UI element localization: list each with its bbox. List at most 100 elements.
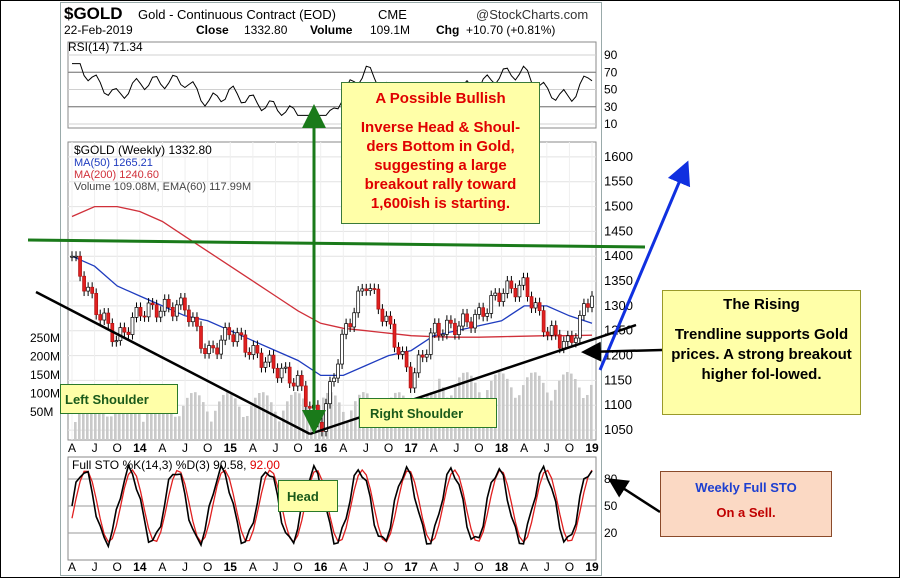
price-bar-body (428, 332, 433, 355)
price-bar-body (582, 303, 586, 316)
price-bar-body (102, 312, 107, 321)
price-bar-body (259, 352, 264, 368)
price-bar-body (561, 341, 566, 349)
volume-bar (514, 397, 517, 440)
volume-bar (414, 420, 417, 440)
x-tick-label: O (293, 441, 302, 455)
price-bar-body (404, 351, 409, 368)
price-bar-body (356, 290, 361, 314)
price-bar-body (162, 298, 167, 312)
price-bar-body (364, 288, 369, 292)
price-bar-body (392, 323, 397, 348)
volume-bar (294, 392, 297, 440)
close-label: Close (196, 23, 229, 37)
x-tick-label: J (92, 441, 98, 455)
volume-bar (346, 421, 349, 440)
volume-bar (98, 398, 101, 440)
x-tick-label: A (339, 441, 347, 455)
sto-note-body: On a Sell. (716, 505, 776, 520)
price-bar-body (231, 334, 236, 343)
price-bar-body (457, 325, 461, 335)
volume-bar (518, 395, 521, 440)
price-bar-body (251, 345, 256, 356)
volume-bar (86, 395, 89, 440)
contract-name: Gold - Continuous Contract (EOD) (138, 7, 336, 22)
volume-bar (498, 372, 501, 440)
volume-tick-label: 250M (30, 331, 60, 345)
price-bar-body (505, 280, 510, 294)
price-bar-body (235, 332, 240, 343)
price-bar-body (247, 351, 252, 356)
sto-label-red: 92.00 (249, 458, 280, 472)
sto-k-line (71, 463, 593, 549)
price-bar-body (174, 304, 179, 317)
price-bar-body (287, 366, 292, 384)
price-bar-body (565, 335, 570, 342)
price-tick-label: 1450 (604, 223, 633, 238)
volume-bar (190, 393, 193, 440)
price-bar-body (521, 277, 526, 286)
volume-bar (258, 392, 261, 440)
ma50-line (71, 255, 593, 377)
volume-bar (82, 401, 85, 440)
price-bar-body (477, 307, 481, 315)
sto-tick-label: 50 (604, 499, 618, 513)
volume-bar (94, 393, 97, 440)
x-tick-label: A (158, 441, 166, 455)
price-bar-body (134, 307, 139, 318)
volume-bar (110, 416, 113, 440)
volume-bar (310, 417, 313, 440)
x-tick-label: 19 (585, 441, 599, 455)
volume-bar (550, 400, 553, 440)
volume-label: Volume (310, 23, 353, 37)
price-bar-body (497, 292, 502, 302)
price-bar-body (307, 406, 312, 409)
volume-bar (542, 382, 545, 440)
volume-bar (242, 416, 245, 440)
volume-bar (262, 392, 265, 440)
volume-bar (546, 392, 549, 440)
x-tick-label: A (249, 441, 257, 455)
sto-x-tick-label: A (520, 560, 528, 574)
volume-bar (78, 411, 81, 440)
sto-x-tick-label: A (158, 560, 166, 574)
sto-x-tick-label: O (113, 560, 122, 574)
price-bar-body (332, 377, 336, 383)
rising-body: Trendline supports Gold prices. A strong… (671, 326, 852, 383)
volume-bar (146, 410, 149, 440)
price-bar-body (574, 337, 578, 343)
volume-bar (114, 406, 117, 440)
volume-tick-label: 150M (30, 368, 60, 382)
price-bar-body (239, 332, 244, 336)
volume-bar (562, 374, 565, 440)
trendline-pointer-arrow (581, 341, 663, 362)
volume-bar (202, 402, 205, 440)
volume-bar (286, 401, 289, 440)
price-bar-body (453, 322, 457, 335)
sto-x-tick-label: O (293, 560, 302, 574)
price-bar-body (279, 367, 284, 379)
price-bar-body (336, 363, 340, 379)
price-bar-body (436, 322, 441, 337)
x-tick-label: O (565, 441, 574, 455)
price-tick-label: 1350 (604, 273, 633, 288)
rsi-label: RSI(14) 71.34 (68, 40, 143, 54)
volume-bar (354, 401, 357, 440)
volume-bar (206, 411, 209, 440)
right-shoulder-label: Right Shoulder (359, 398, 497, 428)
volume-bar (158, 392, 161, 440)
exchange-label: CME (378, 7, 407, 22)
price-bar-body (412, 372, 417, 389)
sto-x-tick-label: A (68, 560, 76, 574)
sto-x-tick-label: O (384, 560, 393, 574)
volume-bar (90, 392, 93, 440)
price-bar-body (178, 297, 183, 306)
volume-bar (214, 410, 217, 440)
price-bar-body (445, 319, 449, 335)
price-tick-label: 1100 (604, 397, 632, 412)
volume-bar (574, 378, 577, 440)
x-tick-label: 16 (314, 441, 328, 455)
volume-bar (142, 421, 145, 440)
price-bar-body (283, 366, 288, 369)
